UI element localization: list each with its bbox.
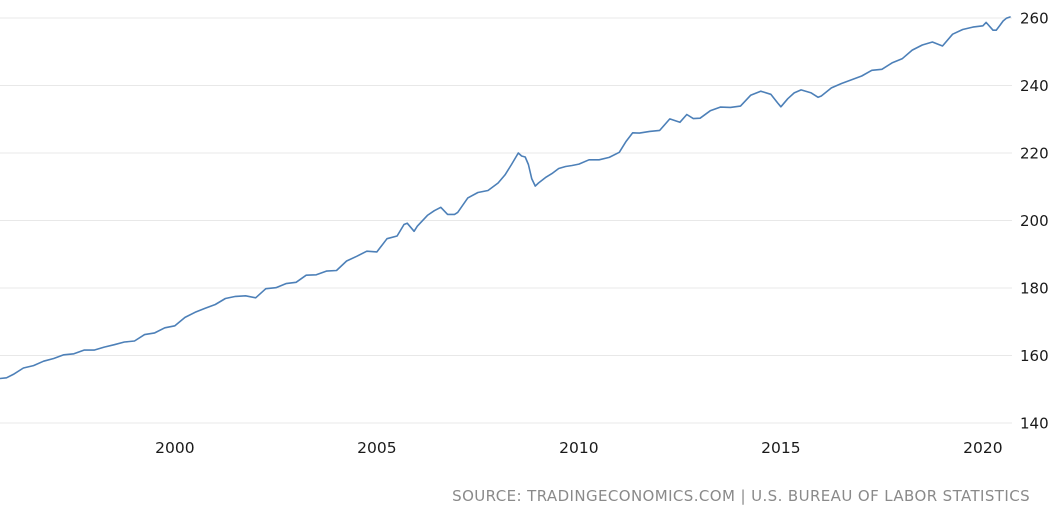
y-tick-label: 160 [1020, 347, 1049, 365]
x-tick-label: 2010 [559, 439, 598, 457]
x-tick-label: 2000 [155, 439, 194, 457]
y-tick-label: 200 [1020, 212, 1049, 230]
y-tick-label: 140 [1020, 415, 1049, 433]
y-tick-label: 220 [1020, 145, 1049, 163]
source-attribution: SOURCE: TRADINGECONOMICS.COM | U.S. BURE… [452, 487, 1030, 505]
x-tick-label: 2005 [357, 439, 396, 457]
x-tick-label: 2020 [963, 439, 1002, 457]
y-tick-label: 260 [1020, 10, 1049, 28]
cpi-series-line [0, 16, 1011, 380]
x-tick-label: 2015 [761, 439, 800, 457]
y-tick-label: 180 [1020, 280, 1049, 298]
cpi-line-chart[interactable]: 140 160 180 200 220 240 260 2000 2005 2010 2015 202… [0, 0, 1057, 470]
y-tick-label: 240 [1020, 77, 1049, 95]
